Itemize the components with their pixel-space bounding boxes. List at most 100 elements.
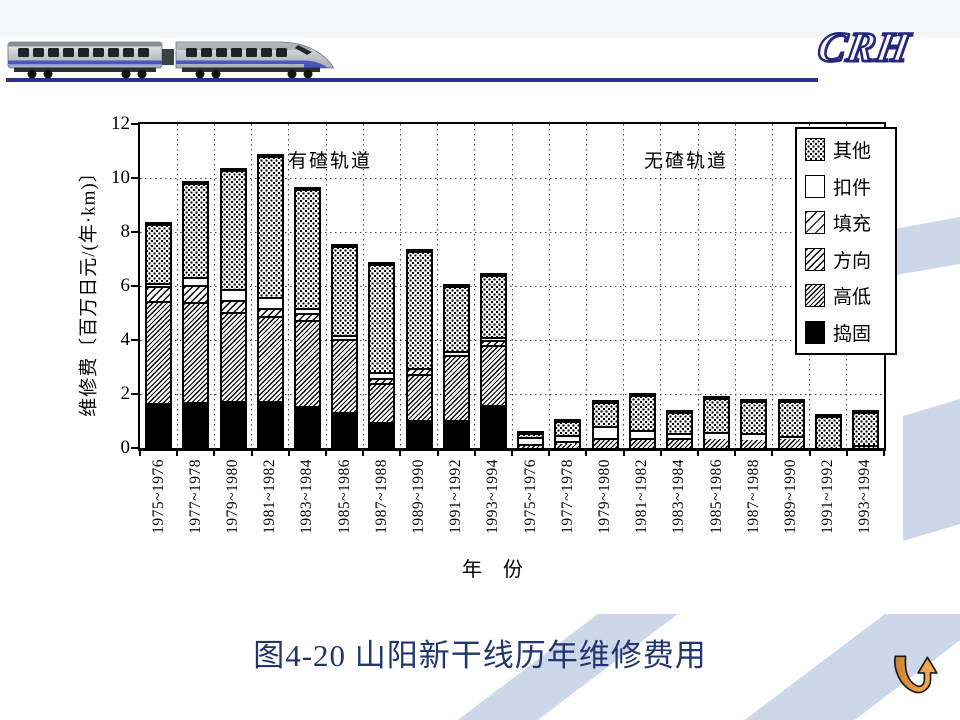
bar-segment-扣件 [481, 337, 505, 341]
v-gridline [399, 124, 401, 448]
stacked-bar [554, 419, 582, 448]
x-tick-label: 1991~1992 [447, 459, 465, 534]
x-tick-mark [176, 451, 179, 456]
bar-segment-填充 [519, 443, 543, 446]
y-tick-mark [131, 339, 138, 341]
bar-segment-方向 [295, 313, 319, 320]
bar-segment-扣件 [556, 434, 580, 442]
bar-segment-高低 [407, 373, 431, 420]
x-tick-mark [511, 451, 513, 456]
legend-swatch-扣件 [805, 174, 825, 198]
v-gridline [585, 124, 587, 448]
bar-segment-捣固 [295, 406, 319, 448]
x-tick-mark [325, 451, 327, 456]
y-tick-label: 4 [120, 329, 131, 350]
nav-return-arrow-button[interactable] [891, 652, 941, 696]
y-tick-label: 10 [111, 167, 130, 188]
bar-segment-其他 [630, 395, 654, 430]
legend-swatch-其他 [805, 138, 825, 161]
bar-segment-其他 [184, 183, 208, 277]
x-tick-label: 1981~1982 [633, 459, 651, 534]
bar-segment-扣件 [779, 435, 803, 439]
x-tick-mark [659, 451, 662, 456]
u-turn-arrow-icon [893, 655, 938, 694]
x-tick-mark [845, 451, 848, 456]
stacked-bar [442, 284, 470, 448]
bar-segment-其他 [816, 415, 840, 447]
stacked-bar [777, 398, 805, 448]
bar-segment-高低 [742, 439, 766, 448]
x-tick-mark [734, 451, 737, 456]
stacked-bar [182, 181, 210, 448]
y-tick-mark [131, 447, 138, 449]
x-tick-mark [399, 451, 402, 456]
y-tick-mark [131, 393, 138, 395]
x-tick-label: 1983~1984 [298, 459, 316, 534]
x-tick-mark [250, 451, 253, 456]
stacked-bar [517, 431, 545, 448]
bar-segment-扣件 [147, 283, 171, 287]
train-image [7, 41, 335, 79]
bar-segment-扣件 [742, 433, 766, 440]
x-tick-mark [585, 451, 588, 456]
v-gridline [437, 124, 439, 448]
legend-row: 高低 [805, 282, 889, 309]
x-tick-mark [139, 451, 141, 456]
bar-segment-扣件 [333, 334, 357, 339]
bar-segment-高低 [444, 354, 468, 420]
x-tick-label: 1981~1982 [261, 459, 279, 534]
bar-segment-高低 [184, 302, 208, 403]
bar-segment-扣件 [630, 430, 654, 439]
bar-segment-其他 [705, 398, 729, 432]
v-gridline [213, 124, 215, 448]
bar-segment-高低 [705, 438, 729, 448]
v-gridline [251, 124, 253, 448]
legend-label: 扣件 [833, 177, 872, 199]
plot-area [138, 122, 886, 451]
stacked-bar [405, 248, 433, 448]
y-tick-label: 12 [111, 113, 130, 134]
bar-segment-高低 [853, 446, 877, 448]
bar-segment-扣件 [258, 296, 282, 308]
bar-segment-捣固 [333, 411, 357, 448]
legend-label: 填充 [833, 214, 872, 235]
bar-segment-高低 [667, 440, 691, 448]
bar-segment-其他 [147, 223, 171, 284]
bar-segment-方向 [221, 299, 245, 312]
bar-segment-高低 [556, 443, 580, 448]
y-tick-mark [131, 177, 138, 179]
bar-segment-填充 [556, 441, 580, 444]
y-tick-label: 2 [120, 383, 131, 404]
x-tick-label: 1987~1988 [744, 459, 762, 534]
legend-row: 方向 [805, 246, 889, 273]
bar-segment-其他 [519, 433, 543, 438]
bar-segment-其他 [853, 411, 877, 445]
v-gridline [623, 124, 625, 448]
legend-swatch-填充 [805, 211, 825, 234]
v-gridline [548, 124, 550, 448]
bar-segment-捣固 [258, 400, 282, 448]
bar-segment-扣件 [593, 426, 617, 439]
figure-caption: 图4-20 山阳新干线历年维修费用 [253, 638, 707, 673]
stacked-bar [145, 221, 173, 448]
x-tick-label: 1993~1994 [856, 459, 874, 534]
y-tick-mark [131, 285, 138, 287]
bar-segment-扣件 [184, 276, 208, 285]
stacked-bar [814, 413, 842, 448]
x-tick-mark [473, 451, 476, 456]
bar-segment-方向 [370, 377, 394, 384]
legend-swatch-方向 [805, 247, 825, 271]
bar-segment-高低 [370, 383, 394, 423]
x-tick-label: 1989~1990 [410, 459, 427, 534]
bar-segment-方向 [184, 284, 208, 303]
legend-label: 方向 [833, 250, 872, 272]
v-gridline [362, 124, 364, 448]
stacked-bar [293, 186, 321, 448]
bar-segment-扣件 [705, 431, 729, 439]
legend-label: 高低 [833, 287, 872, 308]
legend-swatch-高低 [805, 284, 825, 307]
bar-segment-高低 [816, 446, 840, 448]
bar-segment-高低 [295, 319, 319, 407]
bar-segment-其他 [444, 286, 468, 351]
x-tick-label: 1989~1990 [782, 459, 799, 534]
